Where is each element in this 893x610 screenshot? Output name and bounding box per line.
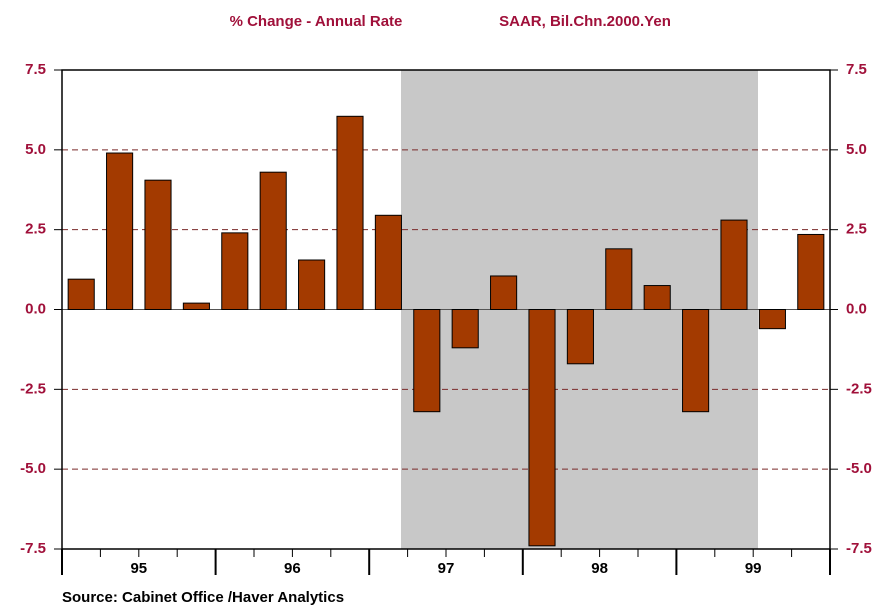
- y-tick-label: -2.5: [20, 380, 46, 397]
- y-tick-label: 5.0: [25, 141, 46, 158]
- bar: [720, 219, 748, 310]
- bar: [182, 302, 210, 311]
- x-tick-label: 95: [130, 560, 147, 577]
- y2-tick-label: -2.5: [846, 380, 872, 397]
- y2-tick-label: -7.5: [846, 540, 872, 557]
- bar: [298, 259, 326, 310]
- bar: [144, 179, 172, 310]
- bar: [490, 275, 518, 310]
- x-tick-label: 99: [745, 560, 762, 577]
- bar: [758, 309, 786, 330]
- y2-tick-label: 0.0: [846, 300, 867, 317]
- bar: [413, 309, 441, 413]
- bar: [221, 232, 249, 310]
- plot-frame: [61, 69, 831, 550]
- x-tick-label: 97: [438, 560, 455, 577]
- bar: [374, 214, 402, 310]
- bar: [451, 309, 479, 349]
- bar: [106, 152, 134, 310]
- chart-title: % Change - Annual Rate: [230, 13, 403, 30]
- y2-tick-label: 2.5: [846, 221, 867, 238]
- bar: [336, 115, 364, 311]
- bar: [528, 309, 556, 547]
- y-tick-label: 2.5: [25, 221, 46, 238]
- y-tick-label: 0.0: [25, 300, 46, 317]
- y-tick-label: 7.5: [25, 61, 46, 78]
- y2-tick-label: 5.0: [846, 141, 867, 158]
- y2-tick-label: -5.0: [846, 460, 872, 477]
- x-tick-label: 98: [591, 560, 608, 577]
- source-note: Source: Cabinet Office /Haver Analytics: [62, 589, 344, 606]
- bar: [643, 285, 671, 310]
- bar: [566, 309, 594, 365]
- bar: [605, 248, 633, 310]
- y-tick-label: -7.5: [20, 540, 46, 557]
- bar: [67, 278, 95, 310]
- y-tick-label: -5.0: [20, 460, 46, 477]
- chart-subtitle: SAAR, Bil.Chn.2000.Yen: [499, 13, 671, 30]
- y2-tick-label: 7.5: [846, 61, 867, 78]
- bar: [797, 233, 825, 310]
- x-tick-label: 96: [284, 560, 301, 577]
- bar: [259, 171, 287, 310]
- bar: [682, 309, 710, 413]
